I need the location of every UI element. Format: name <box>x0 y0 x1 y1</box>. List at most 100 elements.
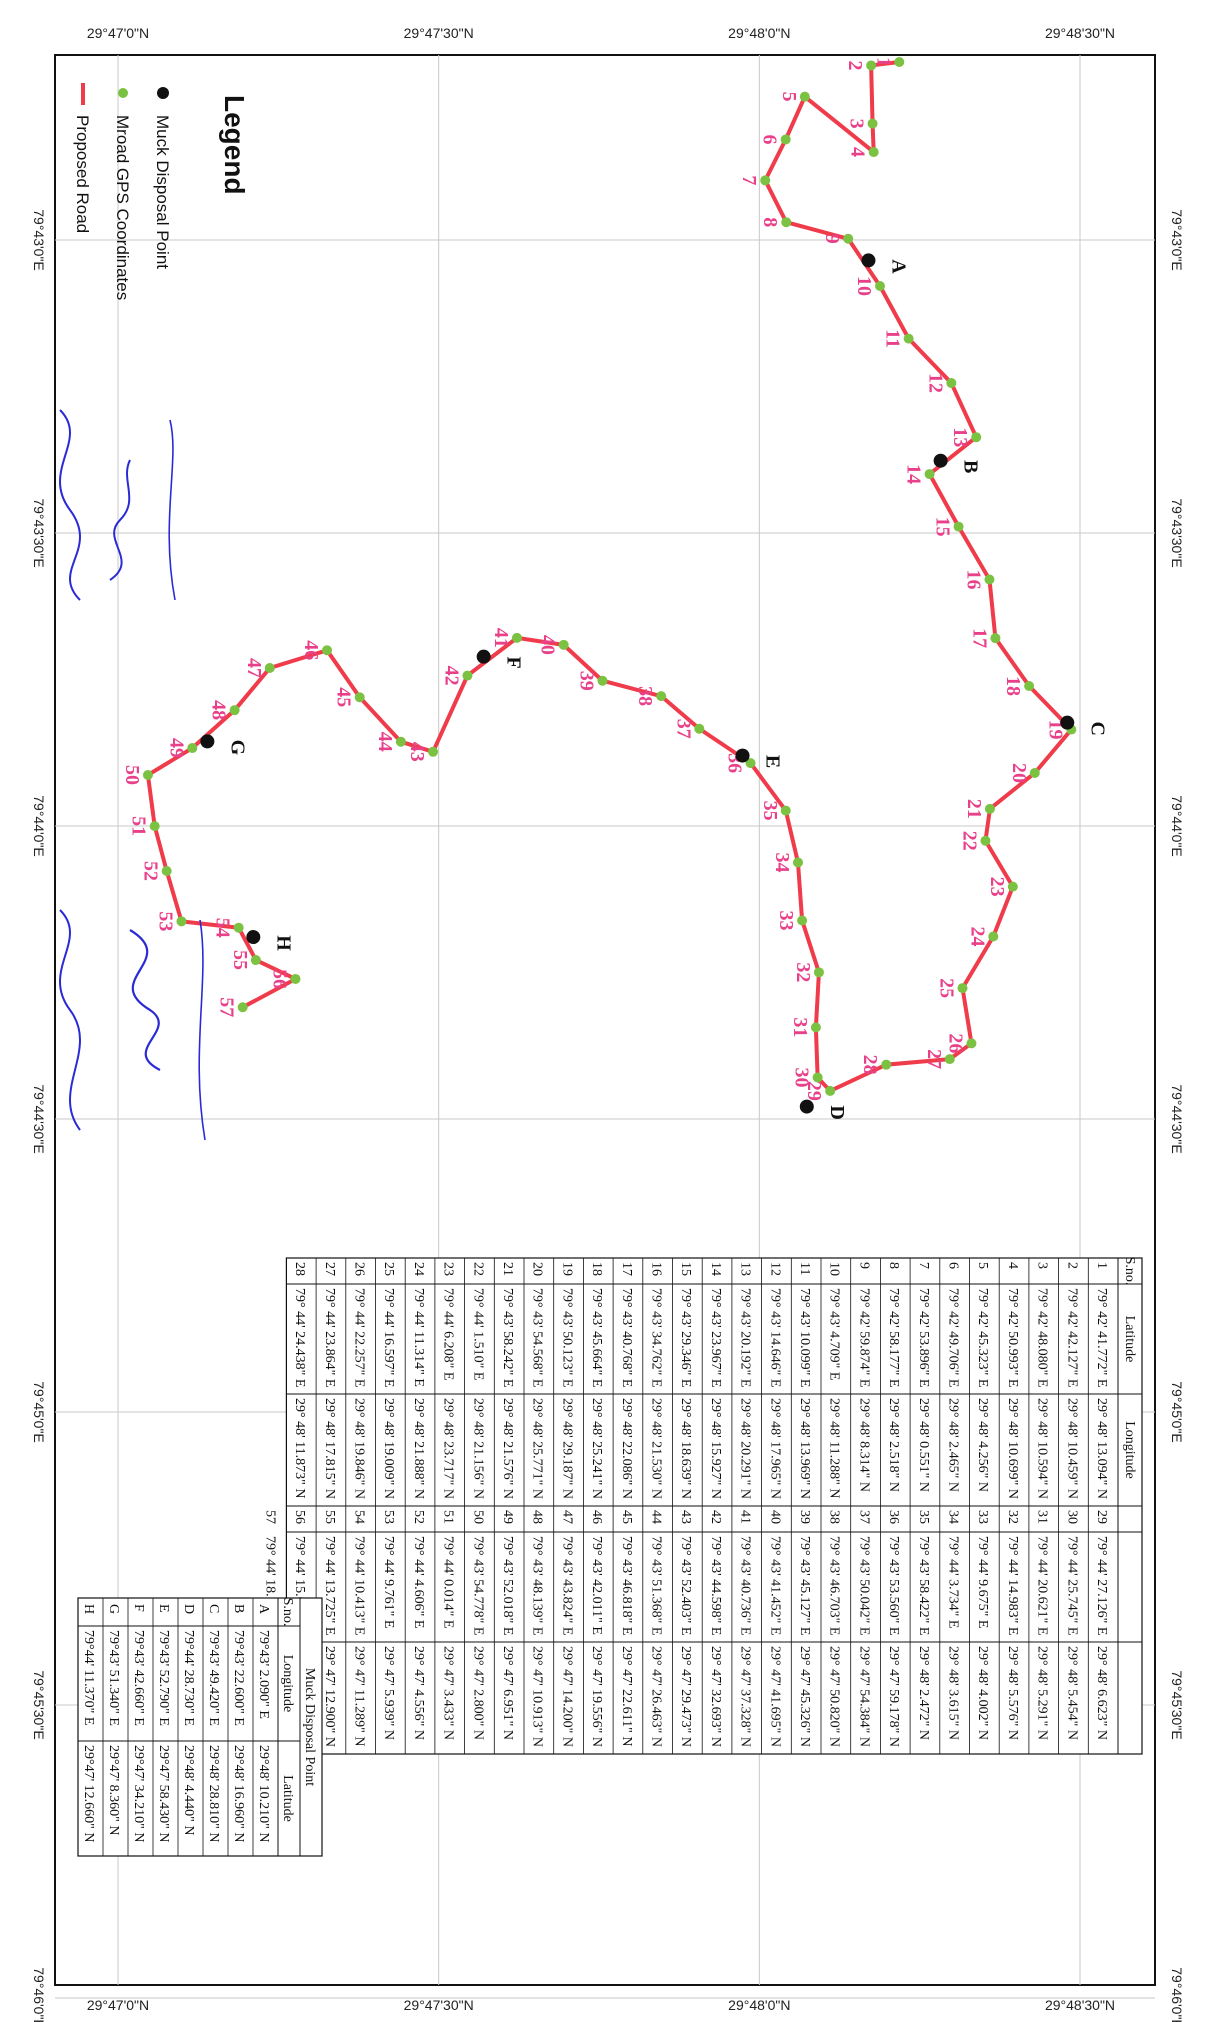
gps-point <box>812 1072 823 1083</box>
muck-table-title: Muck Disposal Point <box>302 1668 317 1786</box>
muck-table-cell-lon: 79°43' 52.790" E <box>156 1630 171 1726</box>
muck-disposal-table: Muck Disposal Point S.no. Longitude Latitud… <box>77 1597 323 1857</box>
gps-point <box>797 915 808 926</box>
axis-top-labels: 29°47'0"N 29°47'30"N 29°48'0"N 29°48'30"N <box>87 25 1115 41</box>
signature-stamp-top <box>59 409 176 601</box>
table-cell-lat: 79° 44' 20.621" E <box>1035 1536 1050 1635</box>
table-cell-sno: 19 <box>559 1262 574 1276</box>
gps-point-label: 10 <box>853 276 875 296</box>
muck-table-cell-id: F <box>131 1604 146 1612</box>
muck-table-cell-lat: 29°48' 28.810" N <box>206 1745 221 1842</box>
gps-point-label: 11 <box>882 329 904 348</box>
table-cell-lon: 29° 48' 20.291" N <box>738 1398 753 1499</box>
muck-table-cell-lon: 79°43' 22.600" E <box>231 1630 246 1726</box>
axis-left-labels: 79°43'0"E 79°43'30"E 79°44'0"E 79°44'30"E 79… <box>31 209 47 2022</box>
table-cell-sno: 6 <box>946 1262 961 1269</box>
muck-table-cell-lon: 79°43' 42.660" E <box>131 1630 146 1726</box>
table-cell-lon: 29° 48' 4.256" N <box>975 1398 990 1492</box>
muck-point-label: B <box>960 460 982 473</box>
table-cell-lon: 29° 47' 10.913" N <box>530 1646 545 1747</box>
table-cell-lon: 29° 48' 4.002" N <box>975 1646 990 1740</box>
table-cell-lat: 79° 43' 20.192" E <box>738 1288 753 1387</box>
muck-point <box>476 649 491 664</box>
table-cell-lat: 79° 42' 42.127" E <box>1064 1288 1079 1387</box>
table-cell-lon: 29° 48' 5.576" N <box>1005 1646 1020 1740</box>
table-cell-lat: 79° 44' 14.983" E <box>1005 1536 1020 1635</box>
table-cell-lat: 79° 44' 23.864" E <box>322 1288 337 1387</box>
gps-point <box>953 521 964 532</box>
table-cell-lon: 29° 48' 5.291" N <box>1035 1646 1050 1740</box>
axis-right-label: 79°45'0"E <box>1169 1381 1185 1443</box>
table-cell-lat: 79° 43' 29.346" E <box>678 1288 693 1387</box>
table-cell-lon: 29° 48' 29.187" N <box>559 1398 574 1499</box>
table-cell-lon: 29° 48' 13.969" N <box>797 1398 812 1499</box>
gps-point-label: 2 <box>844 60 866 70</box>
gps-point-label: 57 <box>216 997 238 1017</box>
gps-point-label: 47 <box>243 658 265 678</box>
table-cell-sno: 2 <box>1064 1262 1079 1269</box>
gps-point <box>810 1022 821 1033</box>
muck-table-cell-lon: 79°43' 51.340" E <box>106 1630 121 1726</box>
gps-point-label: 44 <box>374 732 396 752</box>
table-cell-lon: 29° 48' 11.873" N <box>292 1398 307 1498</box>
muck-table-cell-lat: 29°47' 34.210" N <box>131 1745 146 1842</box>
table-cell-lat: 79° 43' 10.099" E <box>797 1288 812 1387</box>
gps-point-label: 25 <box>936 978 958 998</box>
table-cell-sno: 54 <box>352 1510 367 1524</box>
table-cell-lon: 29° 48' 13.094" N <box>1094 1398 1109 1499</box>
gps-point-label: 35 <box>759 801 781 821</box>
gps-point <box>868 147 879 158</box>
gps-point-label: 13 <box>949 427 971 447</box>
table-cell-lat: 79° 43' 42.011" E <box>589 1536 604 1635</box>
gps-point-label: 54 <box>212 918 234 938</box>
gps-point <box>924 469 935 480</box>
gps-point <box>966 1038 977 1049</box>
table-cell-sno: 48 <box>530 1510 545 1524</box>
table-cell-lat: 79° 43' 58.422" E <box>916 1536 931 1635</box>
gps-point-label: 52 <box>140 861 162 881</box>
gps-point <box>142 769 153 780</box>
muck-table-cell-lat: 29°47' 58.430" N <box>156 1745 171 1842</box>
gps-point-label: 30 <box>791 1067 813 1087</box>
gps-point-label: 6 <box>759 134 781 144</box>
axis-left-label: 79°45'30"E <box>31 1670 47 1739</box>
table-cell-lat: 79° 44' 11.314" E <box>411 1288 426 1387</box>
muck-point-label: C <box>1086 721 1108 735</box>
table-cell-sno: 37 <box>856 1510 871 1524</box>
table-cell-lat: 79° 43' 45.127" E <box>797 1536 812 1635</box>
table-cell-lat: 79° 44' 4.606" E <box>411 1536 426 1628</box>
table-cell-lon: 29° 47' 2.800" N <box>470 1646 485 1740</box>
table-cell-lon: 29° 47' 12.900" N <box>322 1646 337 1747</box>
table-cell-sno: 40 <box>767 1510 782 1524</box>
legend-item-gps: Mroad GPS Coordinates <box>113 115 132 300</box>
table-cell-sno: 50 <box>470 1510 485 1524</box>
gps-point <box>760 175 771 186</box>
signature-stamp-bottom <box>59 909 206 1141</box>
table-cell-lon: 29° 47' 3.433" N <box>441 1646 456 1740</box>
gps-point-label: 42 <box>440 666 462 686</box>
table-cell-sno: 52 <box>411 1510 426 1524</box>
table-cell-sno: 30 <box>1064 1510 1079 1524</box>
table-cell-lat: 79° 44' 25.745" E <box>1064 1536 1079 1635</box>
table-header-cell: S.no. <box>1122 1257 1137 1286</box>
table-cell-lon: 29° 48' 17.815" N <box>322 1398 337 1499</box>
table-cell-lon: 29° 48' 19.009" N <box>381 1398 396 1499</box>
table-cell-lon: 29° 48' 21.888" N <box>411 1398 426 1499</box>
table-cell-lon: 29° 48' 15.927" N <box>708 1398 723 1499</box>
gps-point-label: 39 <box>575 671 597 691</box>
table-cell-sno: 34 <box>946 1510 961 1524</box>
table-cell-lat: 79° 43' 48.139" E <box>530 1536 545 1635</box>
table-cell-lon: 29° 47' 32.693" N <box>708 1646 723 1747</box>
axis-bottom-label: 29°48'30"N <box>1045 1997 1115 2013</box>
axis-right-label: 79°43'0"E <box>1169 209 1185 271</box>
gps-point-label: 28 <box>859 1055 881 1075</box>
table-cell-lon: 29° 48' 11.288" N <box>827 1398 842 1498</box>
axis-left-label: 79°44'30"E <box>31 1084 47 1153</box>
table-cell-lat: 79° 43' 50.123" E <box>559 1288 574 1387</box>
gps-point <box>980 835 991 846</box>
gps-point <box>233 922 244 933</box>
table-cell-lat: 79° 44' 1.510" E <box>470 1288 485 1380</box>
table-cell-sno: 41 <box>738 1510 753 1524</box>
gps-point-label: 51 <box>128 816 150 836</box>
table-cell-sno: 11 <box>797 1262 812 1275</box>
